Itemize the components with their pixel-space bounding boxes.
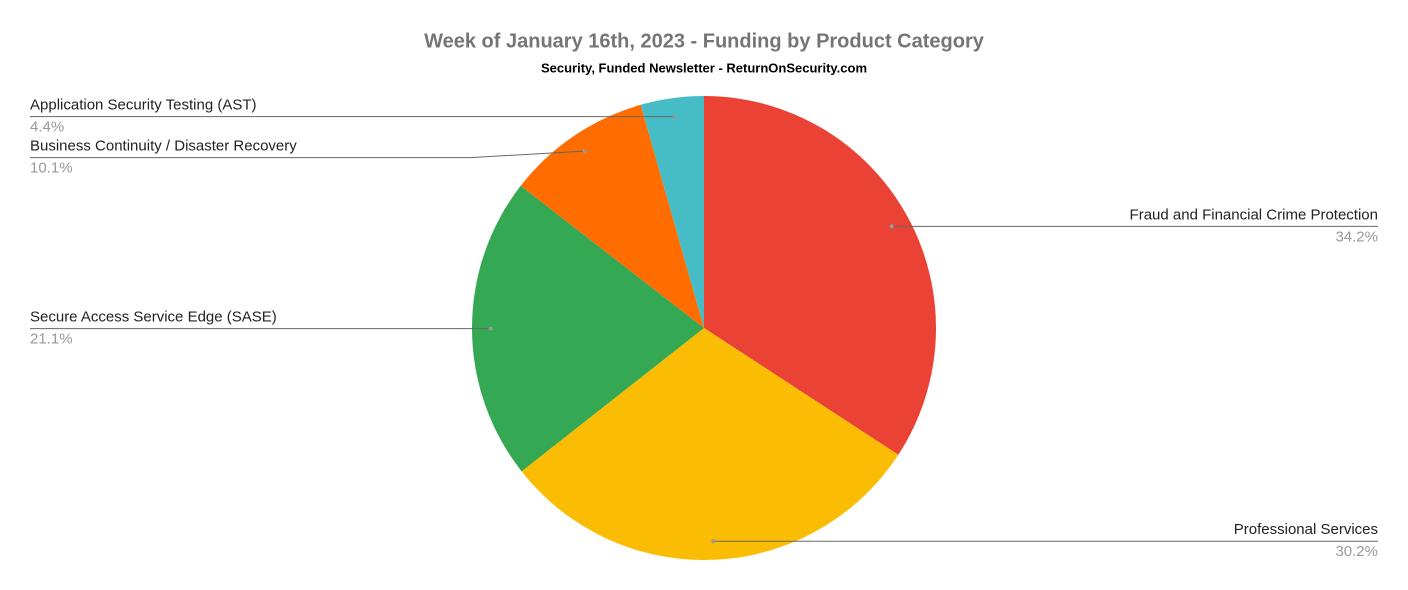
slice-label: Application Security Testing (AST) (30, 97, 257, 114)
slice-label: Fraud and Financial Crime Protection (1130, 206, 1378, 223)
leader-line (30, 150, 585, 159)
leader-dot (889, 224, 894, 229)
pie-slice (640, 96, 704, 328)
chart-subtitle: Security, Funded Newsletter - ReturnOnSe… (541, 60, 867, 75)
pie-slice (520, 104, 704, 329)
pie-slice (704, 96, 937, 455)
pie-slice (521, 328, 899, 561)
leader-dot (672, 114, 677, 119)
leader-dot (488, 326, 493, 331)
leader-dot (711, 539, 716, 544)
slice-label: Secure Access Service Edge (SASE) (30, 309, 277, 326)
slice-value-label: 21.1% (30, 331, 73, 348)
slice-label: Professional Services (1234, 521, 1378, 538)
pie-slice (472, 185, 704, 472)
slice-value-label: 30.2% (1335, 543, 1378, 560)
chart-title: Week of January 16th, 2023 - Funding by … (424, 30, 985, 52)
slice-value-label: 34.2% (1335, 228, 1378, 245)
slice-label: Business Continuity / Disaster Recovery (30, 138, 297, 155)
slice-value-label: 4.4% (30, 119, 64, 136)
leader-dot (582, 149, 587, 154)
slice-value-label: 10.1% (30, 160, 73, 177)
